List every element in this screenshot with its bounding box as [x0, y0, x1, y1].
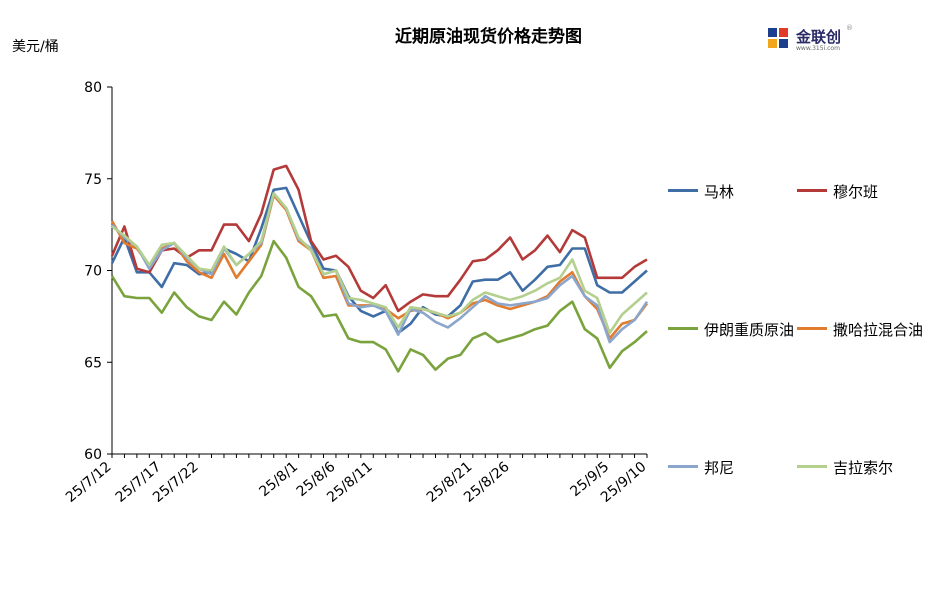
series-line-2 [110, 239, 648, 373]
brand-logo-registered: ® [846, 24, 853, 32]
y-tick-label: 75 [84, 172, 102, 188]
legend-swatch [797, 189, 827, 192]
brand-logo-icon [768, 28, 788, 48]
legend-label: 邦尼 [704, 459, 735, 477]
legend-label: 伊朗重质原油 [704, 321, 795, 339]
brand-logo-url: www.315i.com [796, 45, 840, 52]
y-tick-label: 70 [84, 264, 102, 280]
series-line-5 [111, 192, 648, 335]
legend-label: 马林 [704, 183, 735, 201]
x-tick-label: 25/7/12 [63, 459, 115, 506]
y-tick-label: 65 [84, 355, 102, 371]
chart-title: 近期原油现货价格走势图 [395, 27, 582, 47]
brand-logo: 金联创 www.315i.com ® [766, 24, 856, 54]
legend-swatch [668, 189, 698, 192]
legend-label: 吉拉索尔 [833, 459, 894, 477]
brand-logo-text: 金联创 [796, 28, 842, 46]
legend-swatch [797, 465, 827, 468]
x-tick-label: 25/8/1 [256, 459, 301, 500]
legend-label: 穆尔班 [833, 183, 879, 201]
y-tick-label: 80 [84, 80, 102, 96]
y-axis-unit-label: 美元/桶 [12, 39, 59, 55]
legend-label: 撒哈拉混合油 [833, 321, 924, 339]
legend-swatch [668, 327, 698, 330]
series-line-1 [110, 164, 648, 313]
y-tick-label: 60 [84, 447, 102, 463]
legend-swatch [797, 327, 827, 330]
legend-swatch [668, 465, 698, 468]
